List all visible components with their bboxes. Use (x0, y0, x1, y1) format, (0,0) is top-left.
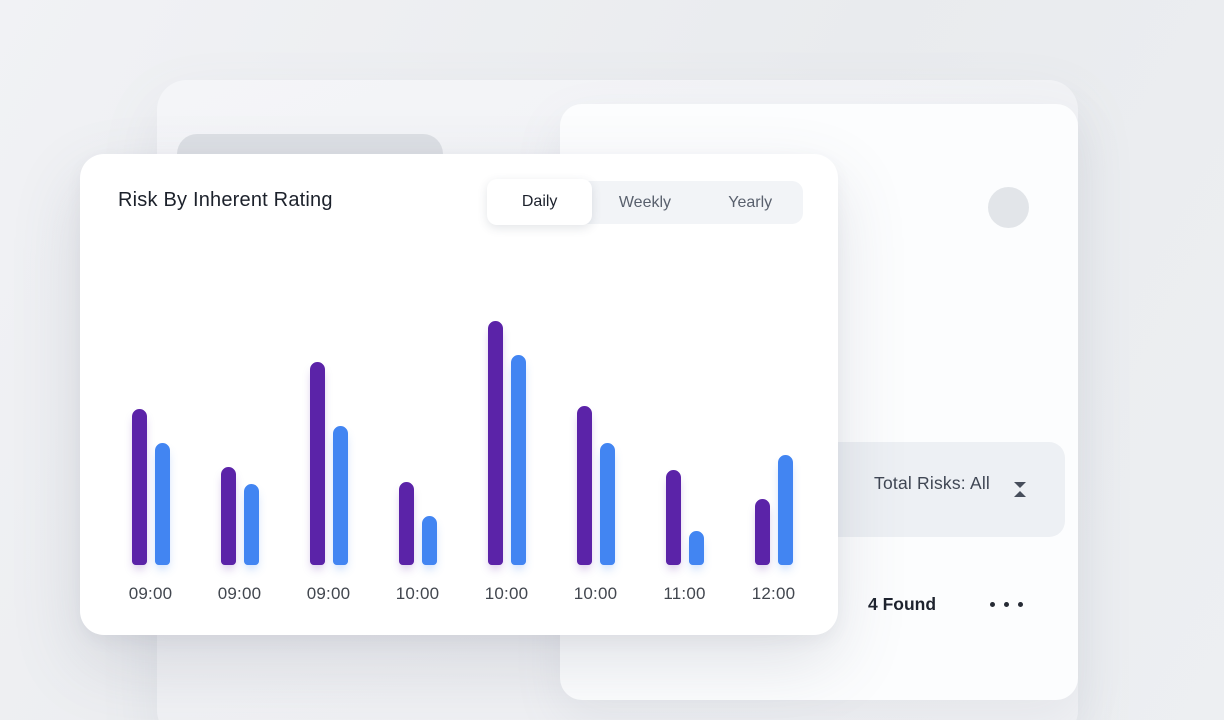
bar-group: 11:00 (640, 254, 729, 604)
ellipsis-dot (990, 602, 995, 607)
bar-pair (220, 261, 259, 565)
bar-group: 09:00 (106, 254, 195, 604)
bar-blue[interactable] (688, 531, 704, 565)
bar-pair (309, 261, 348, 565)
bar-blue[interactable] (421, 516, 437, 565)
bar-purple[interactable] (665, 470, 681, 565)
time-range-tabs: Daily Weekly Yearly (487, 179, 803, 225)
tab-yearly[interactable]: Yearly (698, 181, 803, 224)
bar-group: 10:00 (373, 254, 462, 604)
bar-pair (754, 261, 793, 565)
bar-group: 09:00 (284, 254, 373, 604)
bar-pair (487, 261, 526, 565)
sort-arrow-up (1014, 491, 1026, 497)
risk-chart-card: Risk By Inherent Rating Daily Weekly Yea… (80, 154, 838, 635)
total-risks-label: Total Risks: All (874, 473, 991, 493)
bar-purple[interactable] (398, 482, 414, 565)
bar-group: 10:00 (551, 254, 640, 604)
bar-blue[interactable] (599, 443, 615, 565)
x-axis-label: 10:00 (573, 584, 618, 603)
chart-title: Risk By Inherent Rating (118, 189, 333, 211)
bar-purple[interactable] (487, 321, 503, 565)
bar-group: 09:00 (195, 254, 284, 604)
bar-pair (131, 261, 170, 565)
x-axis-label: 12:00 (751, 584, 796, 603)
ellipsis-icon[interactable] (990, 602, 1023, 607)
bar-blue[interactable] (332, 426, 348, 565)
tab-weekly[interactable]: Weekly (592, 181, 697, 224)
x-axis-label: 10:00 (395, 584, 440, 603)
bar-pair (576, 261, 615, 565)
bar-blue[interactable] (243, 484, 259, 565)
bar-group: 10:00 (462, 254, 551, 604)
bar-purple[interactable] (576, 406, 592, 565)
x-axis-label: 09:00 (217, 584, 262, 603)
sort-icon[interactable] (1014, 482, 1026, 498)
found-count-label: 4 Found (868, 594, 937, 614)
bar-purple[interactable] (220, 467, 236, 565)
results-row: 4 Found (868, 594, 1068, 622)
bar-purple[interactable] (309, 362, 325, 565)
bar-blue[interactable] (510, 355, 526, 565)
x-axis-label: 09:00 (306, 584, 351, 603)
ellipsis-dot (1004, 602, 1009, 607)
ellipsis-dot (1018, 602, 1023, 607)
bar-purple[interactable] (754, 499, 770, 565)
bar-pair (665, 261, 704, 565)
bar-blue[interactable] (777, 455, 793, 565)
tab-daily[interactable]: Daily (487, 179, 593, 225)
bar-blue[interactable] (154, 443, 170, 565)
sort-arrow-down (1014, 482, 1026, 488)
bar-purple[interactable] (131, 409, 147, 565)
x-axis-label: 11:00 (663, 584, 706, 603)
avatar[interactable] (988, 187, 1029, 228)
bar-chart: 09:00 09:00 09:00 10:00 10:00 10:00 11:00 12:00 (106, 254, 818, 604)
bar-group: 12:00 (729, 254, 818, 604)
x-axis-label: 10:00 (484, 584, 529, 603)
x-axis-label: 09:00 (128, 584, 173, 603)
bar-pair (398, 261, 437, 565)
